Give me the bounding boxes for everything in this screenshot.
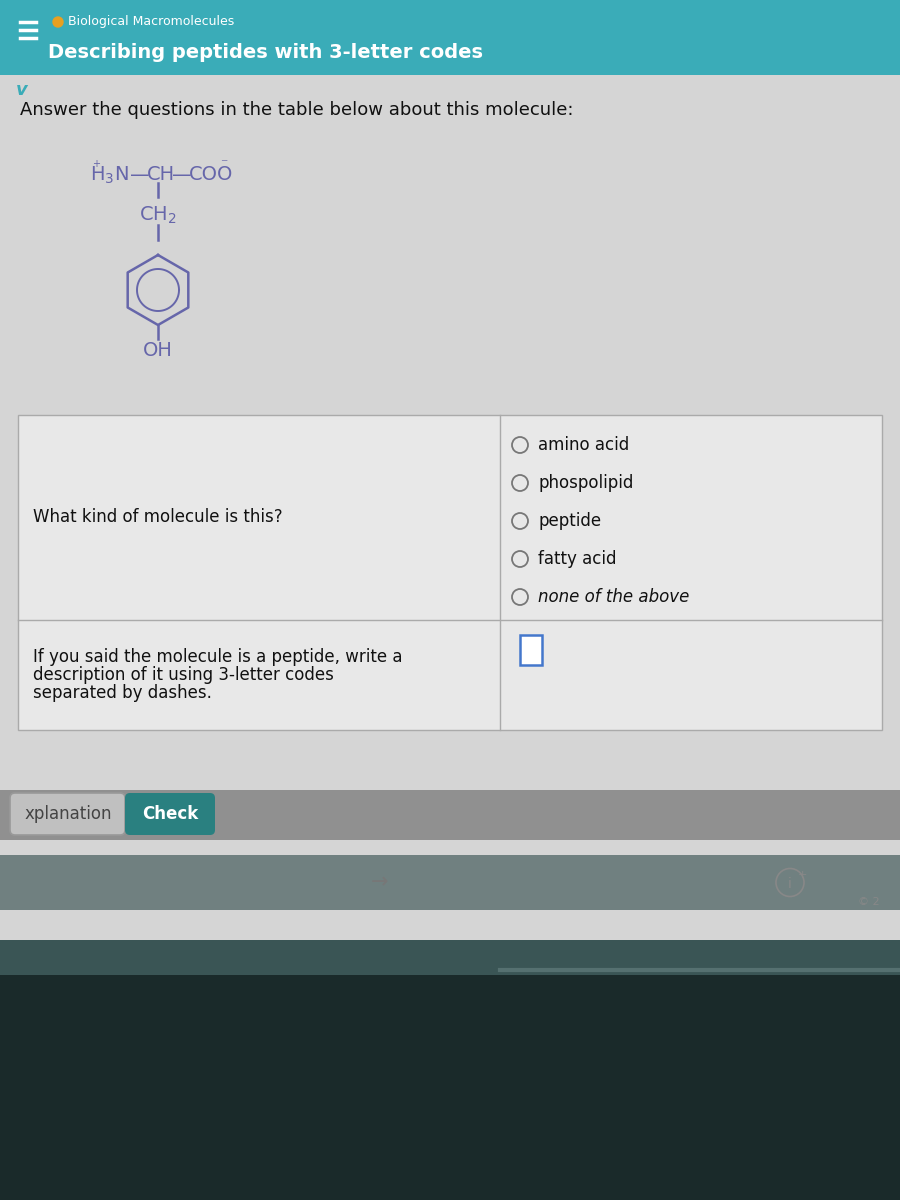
Text: description of it using 3-letter codes: description of it using 3-letter codes	[33, 666, 334, 684]
Text: CH: CH	[147, 166, 176, 185]
Text: +: +	[797, 870, 806, 880]
Text: i: i	[788, 877, 792, 892]
FancyBboxPatch shape	[18, 415, 882, 730]
Text: Describing peptides with 3-letter codes: Describing peptides with 3-letter codes	[48, 43, 483, 62]
FancyBboxPatch shape	[0, 74, 900, 104]
FancyBboxPatch shape	[0, 790, 900, 840]
FancyBboxPatch shape	[125, 793, 215, 835]
Text: phospolipid: phospolipid	[538, 474, 634, 492]
Text: —: —	[172, 166, 192, 185]
Text: CH$_2$: CH$_2$	[140, 204, 177, 226]
Circle shape	[53, 17, 63, 26]
Text: Biological Macromolecules: Biological Macromolecules	[68, 16, 234, 29]
Text: v: v	[16, 80, 28, 98]
Text: peptide: peptide	[538, 512, 601, 530]
Text: OH: OH	[143, 341, 173, 360]
FancyBboxPatch shape	[0, 974, 900, 1200]
Text: If you said the molecule is a peptide, write a: If you said the molecule is a peptide, w…	[33, 648, 402, 666]
Text: fatty acid: fatty acid	[538, 550, 616, 568]
Text: none of the above: none of the above	[538, 588, 689, 606]
Text: amino acid: amino acid	[538, 436, 629, 454]
Text: ⁻: ⁻	[220, 157, 228, 170]
FancyBboxPatch shape	[0, 0, 900, 74]
FancyBboxPatch shape	[0, 940, 900, 974]
Text: What kind of molecule is this?: What kind of molecule is this?	[33, 509, 283, 527]
FancyBboxPatch shape	[520, 635, 542, 665]
Text: →: →	[371, 872, 389, 893]
FancyBboxPatch shape	[0, 854, 900, 910]
Text: COO: COO	[189, 166, 233, 185]
Text: © 2: © 2	[859, 898, 880, 907]
Text: H$_3$N: H$_3$N	[90, 164, 129, 186]
Text: +: +	[92, 158, 100, 169]
Text: xplanation: xplanation	[24, 805, 112, 823]
Text: Answer the questions in the table below about this molecule:: Answer the questions in the table below …	[20, 101, 573, 119]
Text: —: —	[130, 166, 149, 185]
Text: Check: Check	[142, 805, 198, 823]
Text: separated by dashes.: separated by dashes.	[33, 684, 212, 702]
FancyBboxPatch shape	[10, 793, 125, 835]
